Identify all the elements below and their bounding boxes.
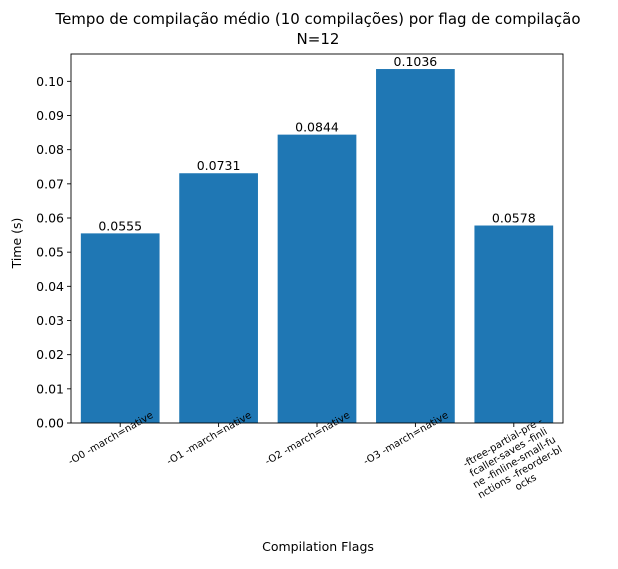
y-tick-label: 0.04 [36, 279, 64, 294]
y-tick-label: 0.06 [36, 211, 64, 226]
bar [80, 233, 160, 423]
x-tick-label: -ftree-partial-pre -fcaller-saves -finli… [459, 414, 570, 511]
y-tick-label: 0.09 [36, 108, 64, 123]
bar-value-label: 0.0578 [492, 211, 536, 226]
chart-subtitle: N=12 [297, 30, 340, 48]
bar [376, 69, 455, 424]
y-tick-label: 0.08 [36, 142, 64, 157]
bar-value-label: 0.0844 [295, 120, 339, 135]
bar-value-label: 0.0555 [98, 218, 142, 233]
y-tick-label: 0.03 [36, 313, 64, 328]
bar-value-label: 0.0731 [197, 158, 241, 173]
bar-value-label: 0.1036 [394, 54, 438, 69]
y-tick-label: 0.07 [36, 176, 64, 191]
bar [277, 134, 357, 423]
y-tick-label: 0.05 [36, 245, 64, 260]
x-axis-label: Compilation Flags [262, 539, 374, 554]
y-axis-label: Time (s) [9, 218, 24, 270]
bar [474, 225, 554, 423]
y-tick-label: 0.02 [36, 347, 64, 362]
y-tick-label: 0.00 [36, 416, 64, 431]
y-tick-label: 0.10 [36, 74, 64, 89]
y-tick-label: 0.01 [36, 381, 64, 396]
bar [179, 173, 258, 423]
chart-title: Tempo de compilação médio (10 compilaçõe… [54, 10, 580, 28]
